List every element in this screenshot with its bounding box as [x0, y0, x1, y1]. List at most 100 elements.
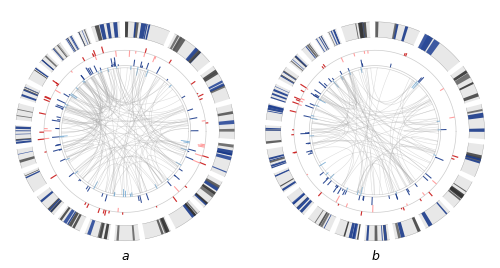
Polygon shape — [78, 32, 85, 46]
Polygon shape — [210, 143, 234, 177]
Polygon shape — [131, 192, 132, 197]
Polygon shape — [118, 64, 119, 66]
Polygon shape — [200, 98, 203, 100]
Polygon shape — [122, 212, 124, 215]
Polygon shape — [18, 151, 33, 155]
Polygon shape — [318, 81, 326, 88]
Polygon shape — [367, 51, 368, 54]
Polygon shape — [104, 194, 108, 202]
Polygon shape — [360, 67, 362, 73]
Polygon shape — [206, 178, 220, 188]
Polygon shape — [56, 84, 58, 87]
Polygon shape — [50, 200, 62, 212]
Polygon shape — [358, 195, 360, 200]
Polygon shape — [268, 107, 283, 113]
Polygon shape — [407, 188, 410, 192]
Polygon shape — [425, 173, 432, 179]
Polygon shape — [383, 225, 387, 240]
Polygon shape — [140, 61, 142, 68]
Polygon shape — [166, 79, 168, 81]
Polygon shape — [271, 160, 285, 166]
Polygon shape — [44, 151, 46, 153]
Polygon shape — [322, 64, 326, 68]
Polygon shape — [359, 23, 364, 38]
Polygon shape — [60, 158, 66, 162]
Polygon shape — [421, 211, 432, 227]
Polygon shape — [76, 87, 78, 90]
Polygon shape — [156, 66, 161, 74]
Polygon shape — [145, 70, 148, 77]
Polygon shape — [338, 204, 340, 206]
Polygon shape — [55, 90, 61, 94]
Polygon shape — [292, 101, 299, 105]
Polygon shape — [297, 198, 310, 210]
Polygon shape — [450, 66, 480, 103]
Polygon shape — [170, 35, 179, 50]
Polygon shape — [467, 109, 482, 114]
Polygon shape — [55, 144, 61, 146]
Polygon shape — [202, 120, 205, 122]
Polygon shape — [113, 22, 118, 38]
Polygon shape — [67, 38, 76, 51]
Polygon shape — [420, 199, 422, 202]
Polygon shape — [319, 162, 326, 167]
Polygon shape — [82, 81, 84, 83]
Polygon shape — [216, 153, 232, 161]
Polygon shape — [101, 46, 104, 53]
Polygon shape — [320, 36, 329, 50]
Polygon shape — [98, 208, 100, 213]
Polygon shape — [18, 109, 33, 113]
Polygon shape — [102, 193, 103, 197]
Polygon shape — [98, 71, 99, 74]
Polygon shape — [358, 23, 364, 38]
Polygon shape — [449, 187, 464, 199]
Polygon shape — [140, 195, 142, 203]
Polygon shape — [306, 46, 316, 58]
Polygon shape — [318, 98, 326, 103]
Polygon shape — [348, 223, 355, 238]
Polygon shape — [314, 210, 324, 223]
Polygon shape — [324, 83, 328, 87]
Polygon shape — [174, 186, 180, 192]
Polygon shape — [217, 151, 232, 155]
Polygon shape — [278, 67, 298, 87]
Polygon shape — [45, 55, 57, 67]
Polygon shape — [217, 148, 233, 155]
Polygon shape — [357, 224, 360, 240]
Polygon shape — [56, 104, 64, 108]
Polygon shape — [42, 60, 54, 70]
Polygon shape — [308, 44, 318, 57]
Polygon shape — [266, 128, 281, 129]
Polygon shape — [94, 25, 102, 41]
Polygon shape — [174, 174, 180, 180]
Polygon shape — [26, 171, 40, 178]
Polygon shape — [174, 175, 176, 177]
Polygon shape — [168, 34, 209, 72]
Polygon shape — [78, 29, 92, 46]
Polygon shape — [24, 89, 38, 95]
Polygon shape — [418, 77, 422, 82]
Polygon shape — [332, 80, 339, 88]
Polygon shape — [59, 149, 62, 151]
Polygon shape — [354, 53, 356, 57]
Polygon shape — [453, 70, 468, 81]
Polygon shape — [392, 24, 396, 39]
Polygon shape — [88, 68, 92, 75]
Polygon shape — [218, 143, 234, 148]
Polygon shape — [195, 153, 202, 157]
Polygon shape — [330, 31, 338, 45]
Polygon shape — [78, 32, 86, 46]
Polygon shape — [267, 147, 286, 168]
Polygon shape — [321, 36, 328, 50]
Polygon shape — [74, 170, 78, 174]
Polygon shape — [94, 65, 98, 72]
Polygon shape — [116, 66, 117, 69]
Polygon shape — [322, 177, 329, 184]
Polygon shape — [340, 71, 342, 75]
Polygon shape — [423, 176, 428, 181]
Polygon shape — [53, 48, 64, 61]
Polygon shape — [281, 75, 294, 83]
Polygon shape — [159, 218, 168, 233]
Polygon shape — [35, 68, 48, 77]
Polygon shape — [25, 169, 39, 176]
